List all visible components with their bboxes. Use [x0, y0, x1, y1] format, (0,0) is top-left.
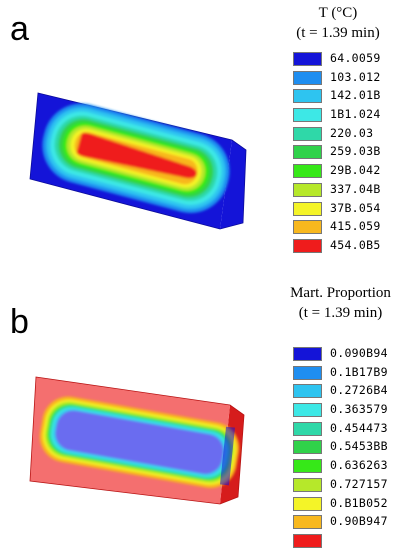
legend-value: 220.03 — [330, 125, 374, 140]
martensite-contour-plot — [29, 376, 245, 505]
legend-swatch — [293, 108, 322, 123]
temperature-contour-plot — [29, 92, 247, 230]
panel-b: b Mart. Proportion (t = 1.39 min) 0.090B… — [0, 275, 413, 550]
legend-title: Mart. Proportion (t = 1.39 min) — [268, 283, 413, 323]
legend-swatch — [293, 384, 322, 399]
legend-swatch — [293, 403, 322, 418]
legend-swatch — [293, 126, 322, 141]
legend-value: 64.0059 — [330, 51, 381, 65]
legend-swatch — [293, 220, 322, 235]
legend-title-quantity: Mart. Proportion — [290, 285, 391, 301]
legend-title: T (°C) (t = 1.39 min) — [268, 3, 408, 43]
legend-value: 0.454473 — [330, 420, 388, 435]
legend-swatch — [293, 89, 322, 104]
slab-outline — [29, 376, 245, 505]
legend-swatch — [293, 238, 322, 253]
temperature-contours — [42, 103, 230, 213]
legend-value: 1B1.024 — [330, 107, 381, 122]
legend-value: 0.636263 — [330, 458, 388, 473]
contour-core — [76, 132, 197, 179]
legend-swatch — [293, 365, 322, 380]
legend-value: 0.363579 — [330, 402, 388, 417]
legend-value: 259.03B — [330, 144, 381, 159]
contour-core — [55, 410, 224, 474]
legend-value: 0.90B947 — [330, 514, 388, 529]
legend-swatch — [293, 70, 322, 85]
legend-swatch — [293, 421, 322, 436]
legend-swatch — [293, 52, 322, 66]
legend-swatch — [293, 515, 322, 530]
panel-a: a T (°C) (t = 1.39 min) 64.0059 — [0, 0, 413, 275]
slab-outline — [29, 92, 247, 230]
legend-value: 29B.042 — [330, 163, 381, 178]
panel-label: a — [10, 10, 29, 48]
legend-title-quantity: T (°C) — [318, 5, 358, 21]
legend-value: 0.2726B4 — [330, 383, 388, 398]
legend-value: 103.012 — [330, 69, 381, 84]
edge-band — [219, 426, 236, 486]
legend-value: 0.5453BB — [330, 439, 388, 454]
legend-swatch — [293, 533, 322, 548]
legend-swatch — [293, 477, 322, 492]
legend-value: 37B.054 — [330, 200, 381, 215]
legend-value: 142.01B — [330, 88, 381, 103]
martensite-contours — [39, 396, 240, 488]
legend-value: 337.04B — [330, 181, 381, 196]
slab-side-face — [220, 140, 246, 229]
legend-value: 454.0B5 — [330, 237, 381, 252]
legend-value: 0.1B17B9 — [330, 364, 388, 379]
legend-swatch — [293, 496, 322, 511]
legend-swatch — [293, 347, 322, 361]
legend-swatch — [293, 182, 322, 197]
legend-swatch — [293, 459, 322, 474]
legend-swatch — [293, 145, 322, 160]
legend-title-time: (t = 1.39 min) — [298, 305, 383, 321]
legend-swatch — [293, 201, 322, 216]
legend-swatch — [293, 164, 322, 179]
legend-value: 0.B1B052 — [330, 495, 388, 510]
legend-value: 0.090B94 — [330, 346, 388, 360]
legend-swatch — [293, 440, 322, 455]
legend-value: 0.727157 — [330, 476, 388, 491]
legend-title-time: (t = 1.39 min) — [296, 25, 380, 41]
legend-value: 415.059 — [330, 219, 381, 234]
panel-label: b — [10, 303, 29, 341]
